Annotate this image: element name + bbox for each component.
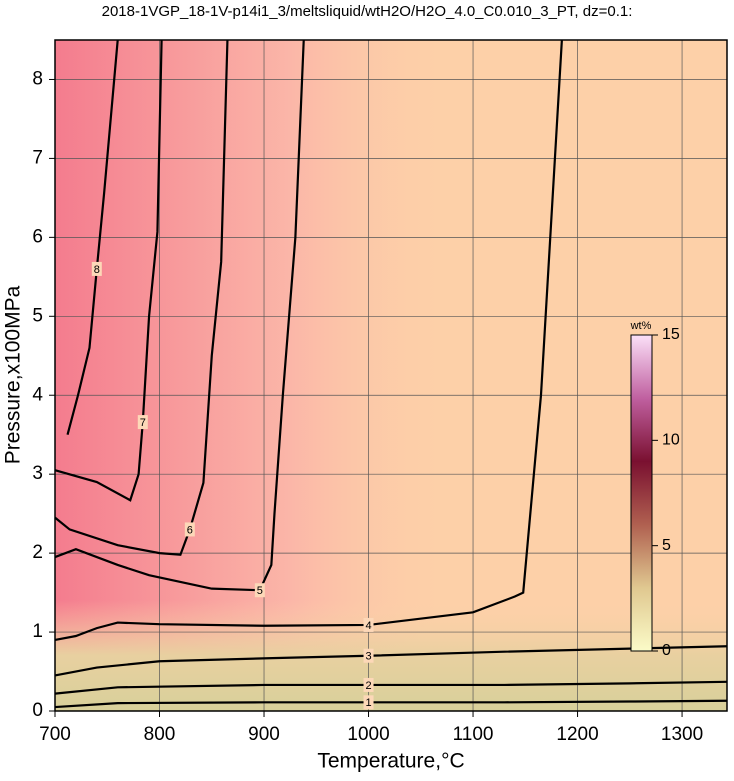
x-tick-label: 1300 (661, 724, 703, 745)
contour-label-box (363, 617, 374, 632)
colorbar (630, 334, 653, 652)
contour-line (54, 39, 163, 502)
x-axis-label: Temperature,°C (317, 750, 464, 773)
contour-line (66, 39, 119, 435)
contour-label-box (184, 522, 195, 537)
contour-label-box (254, 583, 265, 598)
contour-label: 5 (257, 585, 263, 597)
contour-label-box (137, 415, 148, 430)
y-axis-label: Pressure,x100MPa (2, 285, 25, 464)
y-tick-label: 2 (32, 542, 43, 563)
contour-label: 6 (187, 524, 193, 536)
plot-shading (55, 40, 727, 711)
x-tick-label: 1200 (556, 724, 598, 745)
y-tick-label: 5 (32, 305, 43, 326)
contour-label-box (363, 648, 374, 663)
y-tick-label: 4 (32, 384, 43, 405)
contour-line (54, 645, 728, 677)
contour-label: 8 (94, 264, 100, 276)
chart-title: 2018-1VGP_18-1V-p14i1_3/meltsliquid/wtH2… (102, 3, 633, 20)
contour-label: 2 (365, 680, 371, 692)
contour-label: 4 (365, 620, 371, 632)
contour-label-box (91, 261, 102, 276)
x-tick-label: 1000 (347, 724, 389, 745)
colorbar-tick-label: 5 (662, 537, 671, 554)
x-tick-label: 900 (248, 724, 280, 745)
colorbar-tick-label: 15 (662, 326, 680, 343)
contour-label-box (363, 695, 374, 710)
y-tick-label: 3 (32, 463, 43, 484)
y-tick-label: 8 (32, 68, 43, 89)
x-tick-label: 800 (144, 724, 176, 745)
contour-line (54, 39, 563, 642)
contour-label: 1 (365, 697, 371, 709)
y-tick-label: 0 (32, 700, 43, 721)
contour-label: 3 (365, 651, 371, 663)
colorbar-tick-label: 0 (662, 642, 671, 659)
contour-label-box (363, 677, 374, 692)
colorbar-tick-label: 10 (662, 432, 680, 449)
plot-frame (54, 39, 728, 712)
colorbar-label: wt% (630, 320, 652, 332)
y-tick-label: 6 (32, 226, 43, 247)
contour-line (54, 39, 229, 556)
x-tick-label: 700 (39, 724, 71, 745)
contour-label: 7 (140, 417, 146, 429)
x-tick-label: 1100 (453, 724, 494, 745)
y-tick-label: 7 (32, 147, 43, 168)
y-tick-label: 1 (32, 621, 43, 642)
